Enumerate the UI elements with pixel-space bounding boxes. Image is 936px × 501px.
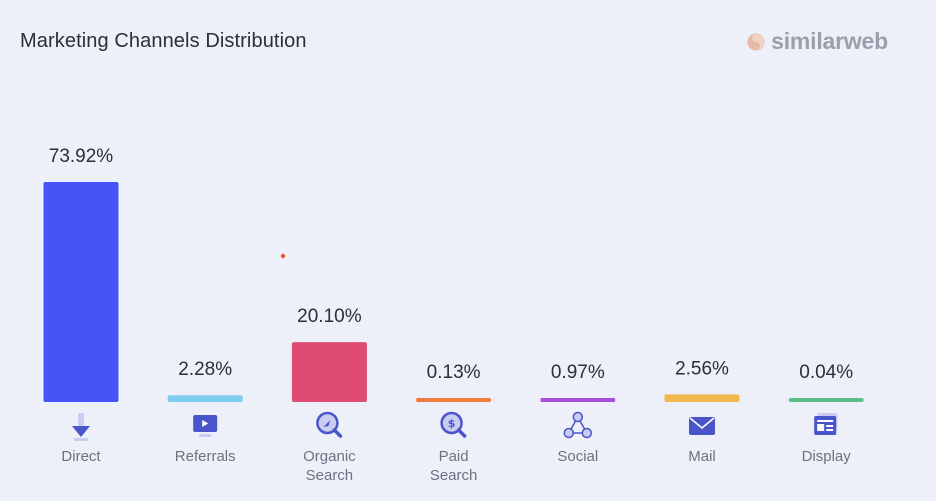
category-labels-group: Direct Referrals Organic Search Paid Search So…	[61, 448, 851, 484]
display-ad-icon	[814, 413, 838, 435]
similarweb-logo-icon	[747, 33, 765, 50]
category-label-display: Display	[802, 448, 852, 465]
chart-title: Marketing Channels Distribution	[20, 30, 307, 52]
value-label-mail: 2.56%	[675, 358, 729, 379]
bar-referrals[interactable]	[167, 395, 243, 402]
bar-display[interactable]	[788, 398, 864, 402]
social-network-icon	[563, 411, 593, 439]
bar-mail[interactable]	[664, 394, 740, 402]
bar-organic-search[interactable]	[291, 342, 367, 402]
value-labels-group: 73.92% 2.28% 20.10% 0.13% 0.97% 2.56% 0.04%	[49, 146, 853, 383]
similarweb-logo: similarweb	[747, 28, 888, 55]
value-label-paid-search: 0.13%	[427, 362, 481, 383]
bar-paid-search[interactable]	[416, 398, 492, 402]
value-label-display: 0.04%	[799, 362, 853, 383]
category-label-paid-search: Paid Search	[430, 448, 478, 484]
paid-search-icon: $	[440, 411, 467, 438]
category-label-mail: Mail	[688, 448, 716, 465]
organic-search-icon	[316, 411, 343, 438]
value-label-direct: 73.92%	[49, 146, 114, 167]
direct-arrow-icon	[72, 413, 90, 441]
bar-direct[interactable]	[43, 182, 119, 402]
category-label-direct: Direct	[61, 448, 101, 465]
channel-icons-group: $	[72, 411, 838, 441]
category-label-social: Social	[557, 448, 598, 465]
mail-envelope-icon	[689, 417, 715, 435]
stray-dot	[280, 253, 286, 259]
referrals-monitor-icon	[193, 415, 218, 437]
value-label-organic-search: 20.10%	[297, 306, 362, 327]
value-label-referrals: 2.28%	[178, 359, 232, 380]
category-label-referrals: Referrals	[175, 448, 236, 465]
brand-name: similarweb	[771, 28, 888, 54]
bars-group	[43, 182, 864, 402]
bar-social[interactable]	[540, 398, 616, 402]
value-label-social: 0.97%	[551, 362, 605, 383]
category-label-organic-search: Organic Search	[303, 448, 356, 484]
svg-text:$: $	[448, 417, 456, 430]
